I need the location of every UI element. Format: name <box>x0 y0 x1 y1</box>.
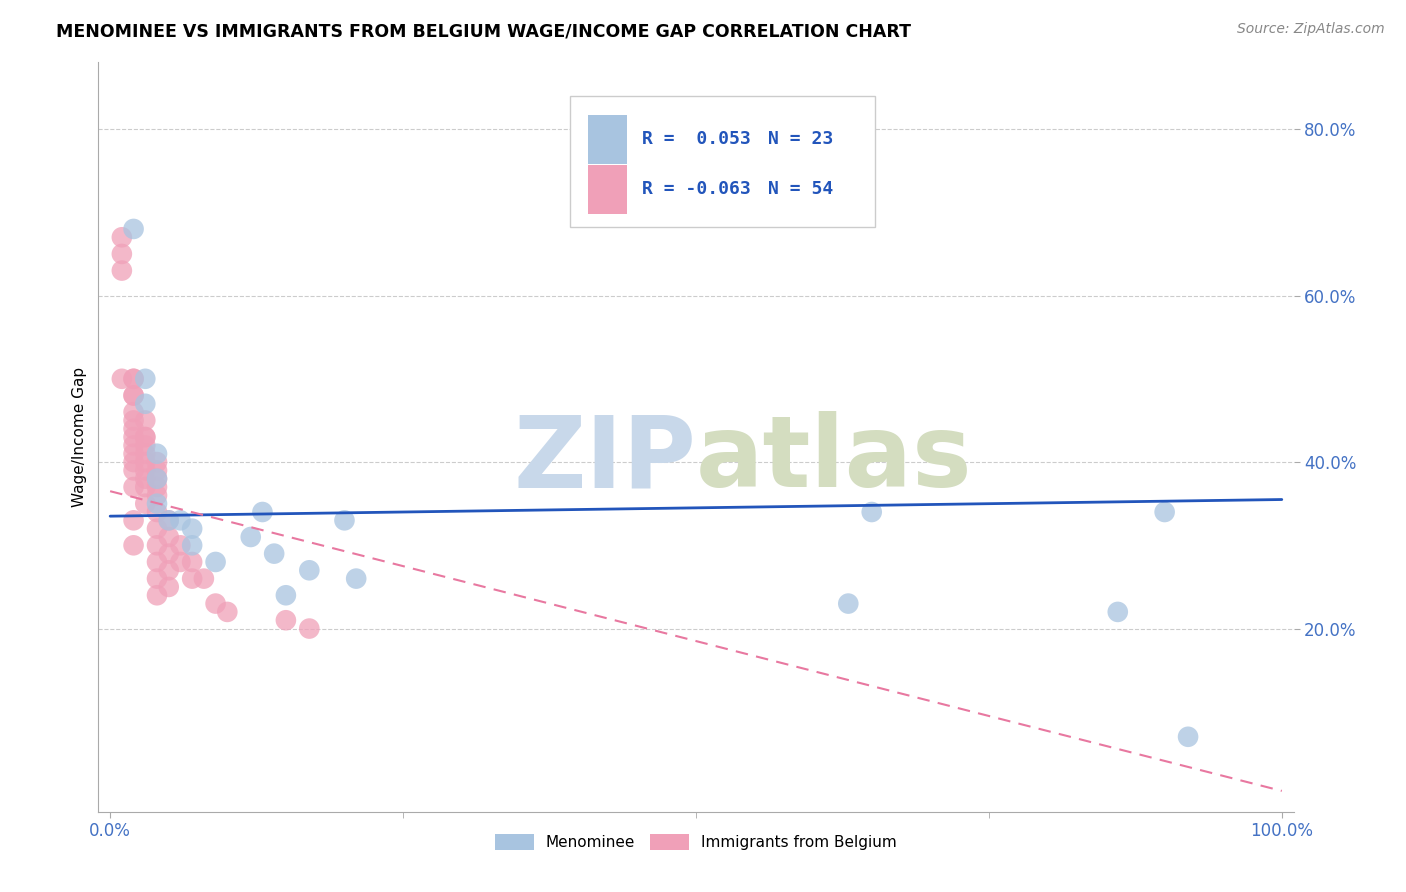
Text: R =  0.053: R = 0.053 <box>643 130 751 148</box>
Point <box>274 613 297 627</box>
Point <box>134 397 156 411</box>
Point <box>122 222 145 236</box>
Text: N = 23: N = 23 <box>768 130 832 148</box>
Point <box>146 447 169 461</box>
FancyBboxPatch shape <box>571 96 876 227</box>
Point <box>298 563 321 577</box>
Point <box>134 447 156 461</box>
Point <box>122 438 145 452</box>
Point <box>146 555 169 569</box>
Point <box>122 513 145 527</box>
Point <box>204 597 226 611</box>
Point <box>111 247 134 261</box>
Point <box>146 488 169 502</box>
Point <box>157 513 180 527</box>
Point <box>122 388 145 402</box>
Point <box>263 547 285 561</box>
Point <box>181 522 204 536</box>
Point <box>146 572 169 586</box>
Point <box>122 430 145 444</box>
Text: MENOMINEE VS IMMIGRANTS FROM BELGIUM WAGE/INCOME GAP CORRELATION CHART: MENOMINEE VS IMMIGRANTS FROM BELGIUM WAG… <box>56 22 911 40</box>
Point <box>146 505 169 519</box>
FancyBboxPatch shape <box>589 165 627 214</box>
Point <box>134 463 156 477</box>
Point <box>1177 730 1199 744</box>
Point <box>217 605 239 619</box>
Y-axis label: Wage/Income Gap: Wage/Income Gap <box>72 367 87 508</box>
Point <box>146 588 169 602</box>
Point <box>134 497 156 511</box>
Point <box>146 480 169 494</box>
Text: Source: ZipAtlas.com: Source: ZipAtlas.com <box>1237 22 1385 37</box>
Point <box>111 372 134 386</box>
Point <box>146 497 169 511</box>
Point <box>239 530 262 544</box>
Point <box>122 372 145 386</box>
Point <box>122 388 145 402</box>
Point <box>193 572 215 586</box>
Point <box>122 455 145 469</box>
Text: R = -0.063: R = -0.063 <box>643 180 751 198</box>
Point <box>122 538 145 552</box>
Point <box>122 413 145 427</box>
Point <box>122 463 145 477</box>
Point <box>181 572 204 586</box>
Text: atlas: atlas <box>696 411 973 508</box>
Point <box>146 472 169 486</box>
Point <box>157 563 180 577</box>
Point <box>1153 505 1175 519</box>
Point <box>146 472 169 486</box>
Point <box>333 513 356 527</box>
Point <box>122 480 145 494</box>
Point <box>344 572 367 586</box>
Point <box>860 505 883 519</box>
Point <box>134 472 156 486</box>
Point <box>134 413 156 427</box>
Point <box>181 555 204 569</box>
Point <box>134 430 156 444</box>
Point <box>1107 605 1129 619</box>
Point <box>146 455 169 469</box>
Text: N = 54: N = 54 <box>768 180 832 198</box>
Point <box>146 538 169 552</box>
Point <box>122 447 145 461</box>
Point <box>837 597 859 611</box>
Point <box>122 372 145 386</box>
Point <box>157 530 180 544</box>
Point <box>157 580 180 594</box>
Point <box>252 505 274 519</box>
Legend: Menominee, Immigrants from Belgium: Menominee, Immigrants from Belgium <box>489 829 903 856</box>
Point <box>111 263 134 277</box>
Point <box>169 513 191 527</box>
Point <box>146 522 169 536</box>
Point <box>134 372 156 386</box>
Point <box>274 588 297 602</box>
Point <box>146 463 169 477</box>
Point <box>122 405 145 419</box>
Point <box>122 422 145 436</box>
Point <box>134 438 156 452</box>
Point <box>204 555 226 569</box>
Point <box>169 538 191 552</box>
Point <box>111 230 134 244</box>
Point <box>134 430 156 444</box>
Point <box>298 622 321 636</box>
Point <box>181 538 204 552</box>
Point <box>157 547 180 561</box>
Point <box>157 513 180 527</box>
Text: ZIP: ZIP <box>513 411 696 508</box>
Point <box>134 455 156 469</box>
FancyBboxPatch shape <box>589 115 627 163</box>
Point <box>134 480 156 494</box>
Point <box>169 555 191 569</box>
